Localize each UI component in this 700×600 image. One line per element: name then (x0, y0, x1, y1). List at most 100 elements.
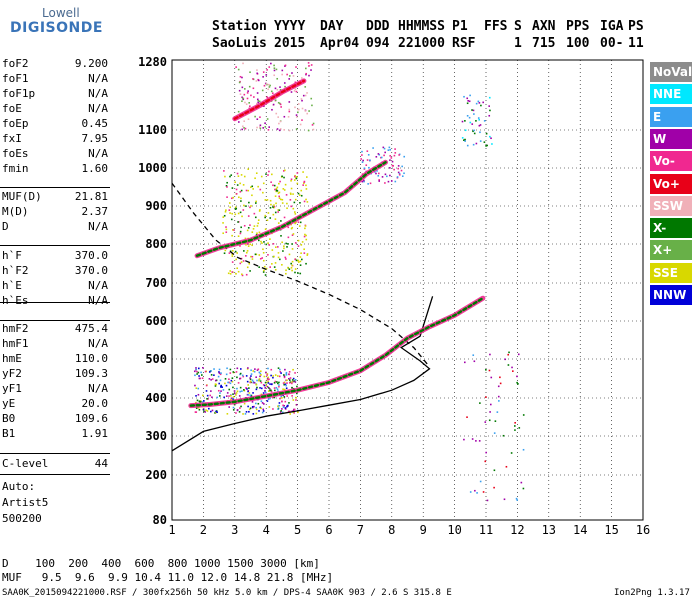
echo-dot (220, 384, 223, 387)
echo-dot (269, 383, 271, 385)
echo-dot (232, 196, 235, 199)
echo-dot (236, 387, 238, 390)
echo-dot (239, 386, 242, 389)
echo-dot (231, 271, 234, 273)
echo-dot (266, 400, 269, 402)
echo-dot (276, 186, 279, 189)
echo-dot (259, 370, 262, 373)
echo-dot (262, 392, 265, 394)
echo-dot (367, 154, 370, 156)
echo-dot (282, 406, 285, 408)
param-row: hmF1 N/A (0, 337, 110, 351)
echo-dot (289, 377, 292, 379)
echo-dot (266, 373, 269, 375)
echo-dot (283, 396, 286, 398)
echo-dot (266, 219, 269, 222)
echo-dot (271, 263, 273, 265)
echo-dot (210, 390, 212, 392)
echo-dot (375, 156, 378, 158)
echo-dot (267, 242, 269, 244)
echo-dot (297, 108, 299, 111)
echo-dot (477, 100, 480, 103)
echo-dot (377, 172, 380, 175)
y-tick-label: 400 (145, 391, 167, 405)
echo-dot (490, 376, 493, 379)
echo-dot (265, 173, 267, 175)
echo-dot (249, 206, 251, 209)
echo-dot (225, 373, 228, 376)
header-value-10: 00- (600, 36, 624, 51)
echo-dot (233, 390, 236, 392)
echo-dot (257, 402, 260, 405)
echo-dot (283, 376, 286, 379)
echo-dot (264, 274, 267, 276)
echo-dot (202, 394, 204, 397)
param-divider (0, 453, 110, 454)
echo-dot (303, 181, 306, 183)
echo-dot (242, 184, 245, 186)
echo-dot (520, 481, 523, 484)
echo-dot (299, 264, 302, 266)
echo-dot (240, 174, 243, 176)
echo-dot (268, 378, 270, 381)
echo-dot (274, 374, 277, 376)
echo-dot (228, 209, 231, 211)
echo-dot (299, 256, 302, 258)
echo-dot (366, 159, 369, 161)
echo-dot (464, 129, 467, 132)
param-row: hmE 110.0 (0, 352, 110, 366)
echo-dot (499, 382, 502, 385)
echo-dot (249, 381, 252, 384)
echo-dot (229, 212, 231, 214)
echo-dot (275, 189, 278, 192)
echo-dot (264, 122, 266, 124)
echo-dot (241, 100, 243, 102)
echo-dot (273, 387, 276, 389)
echo-dot (239, 230, 242, 233)
echo-dot (230, 197, 233, 200)
echo-dot (205, 384, 208, 387)
echo-dot (292, 75, 295, 77)
echo-dot (293, 201, 296, 204)
echo-dot (230, 174, 233, 176)
echo-dot (289, 413, 292, 415)
echo-dot (231, 234, 233, 237)
echo-dot (248, 201, 250, 204)
echo-dot (230, 398, 232, 401)
echo-dot (300, 194, 303, 197)
echo-dot (267, 390, 270, 392)
echo-dot (383, 147, 386, 150)
echo-dot (397, 165, 400, 167)
echo-dot (280, 235, 282, 237)
echo-dot (461, 137, 464, 139)
echo-dot (291, 386, 293, 389)
header-value-5: RSF (452, 36, 476, 51)
echo-dot (218, 382, 221, 385)
echo-dot (255, 388, 258, 391)
param-name: B1 (2, 427, 16, 440)
echo-dot (259, 406, 262, 409)
echo-dot (262, 259, 265, 262)
echo-dot (272, 375, 274, 377)
echo-dot (283, 374, 285, 376)
echo-dot (305, 262, 307, 265)
echo-dot (269, 389, 271, 392)
echo-dot (377, 175, 380, 177)
echo-dot (225, 395, 228, 397)
echo-dot (305, 72, 308, 75)
echo-dot (469, 121, 472, 124)
echo-dot (277, 209, 280, 211)
echo-dot (283, 216, 286, 219)
echo-trace (195, 161, 387, 257)
echo-dot (295, 66, 297, 68)
echo-dot (468, 116, 471, 119)
legend-item: X- (650, 218, 692, 239)
echo-dot (286, 382, 288, 384)
echo-dot (245, 375, 248, 377)
echo-dot (273, 64, 275, 67)
echo-dot (256, 72, 258, 75)
echo-dot (241, 96, 243, 99)
echo-dot (282, 250, 284, 252)
echo-dot (266, 374, 268, 376)
echo-dot (230, 218, 233, 221)
